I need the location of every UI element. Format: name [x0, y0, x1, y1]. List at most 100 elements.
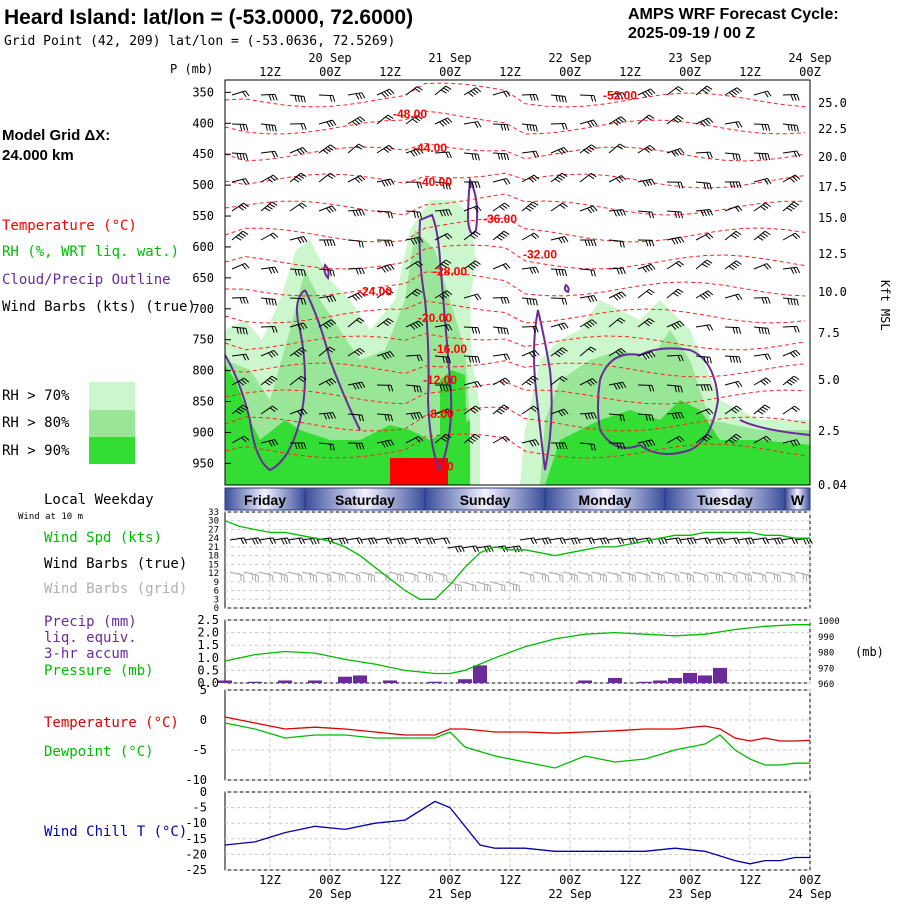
top-hour-tick: 00Z: [319, 65, 341, 79]
cross-section-wind-barb: [261, 94, 275, 95]
height-tick: 20.0: [818, 150, 847, 164]
temperature-contour-label: -28.00: [433, 265, 467, 279]
pressure-tick: 750: [192, 333, 214, 347]
legend-wind-barbs-true: Wind Barbs (true): [44, 556, 187, 572]
pressure-tick: 900: [192, 425, 214, 439]
precip-bar: [428, 682, 442, 683]
top-hour-tick: 12Z: [739, 65, 761, 79]
cross-section-wind-barb: [551, 298, 565, 299]
bottom-date-tick: 23 Sep: [668, 887, 711, 900]
height-tick: 15.0: [818, 211, 847, 225]
precip-tick: 2.5: [197, 613, 219, 627]
chill-panel-frame: [225, 792, 810, 870]
top-date-tick: 24 Sep: [788, 51, 831, 65]
chill-tick: -20: [185, 847, 207, 861]
precip-bar: [278, 680, 292, 683]
temperature-contour-label: -4.00: [426, 459, 454, 473]
bottom-date-tick: 21 Sep: [428, 887, 471, 900]
top-date-tick: 21 Sep: [428, 51, 471, 65]
temp-tick: 0: [200, 713, 207, 727]
height-tick: 0.04: [818, 478, 847, 492]
cycle-title: AMPS WRF Forecast Cycle:: [628, 6, 839, 23]
legend-wind-speed: Wind Spd (kts): [44, 530, 162, 546]
pressure-axis-label: P (mb): [170, 62, 213, 76]
temperature-contour-label: -40.00: [418, 175, 452, 189]
wind-at-label: Wind at 10 m: [18, 512, 83, 522]
chill-tick: -25: [185, 863, 207, 877]
page-title: Heard Island: lat/lon = (-53.0000, 72.60…: [4, 6, 413, 29]
bottom-hour-tick: 12Z: [499, 873, 521, 887]
precip-bar: [653, 680, 667, 683]
wind-panel-frame: [225, 512, 810, 608]
temperature-contour-label: -24.00: [358, 284, 392, 298]
top-hour-tick: 00Z: [679, 65, 701, 79]
precip-bar: [218, 680, 232, 683]
bottom-hour-tick: 00Z: [559, 873, 581, 887]
temperature-contour-label: -12.00: [423, 373, 457, 387]
pressure-unit-label: (mb): [855, 645, 884, 659]
weekday-label: Saturday: [335, 492, 395, 508]
wind-speed-tick: 9: [214, 578, 219, 588]
height-tick: 2.5: [818, 424, 840, 438]
pressure-tick: 450: [192, 147, 214, 161]
top-hour-tick: 12Z: [619, 65, 641, 79]
legend-pressure: Pressure (mb): [44, 663, 154, 679]
temperature-contour-label: -20.00: [418, 311, 452, 325]
wind-speed-tick: 33: [208, 508, 219, 518]
temp-tick: 5: [200, 683, 207, 697]
precip-bar: [578, 680, 592, 683]
precip-bar: [638, 682, 652, 683]
height-tick: 25.0: [818, 96, 847, 110]
rh-bin-70-label: RH > 70%: [2, 388, 70, 404]
bottom-hour-tick: 12Z: [379, 873, 401, 887]
precip-bar: [698, 675, 712, 683]
rh-bin-90-swatch: [89, 437, 135, 464]
height-tick: 7.5: [818, 326, 840, 340]
bottom-hour-tick: 12Z: [619, 873, 641, 887]
rh-bin-90-label: RH > 90%: [2, 443, 70, 459]
top-date-tick: 22 Sep: [548, 51, 591, 65]
legend-wind-barbs-grid: Wind Barbs (grid): [44, 581, 187, 597]
precip-bar: [473, 665, 487, 683]
pressure-tick: 800: [192, 364, 214, 378]
height-tick: 22.5: [818, 122, 847, 136]
top-date-tick: 20 Sep: [308, 51, 351, 65]
pressure-tick: 650: [192, 271, 214, 285]
bottom-hour-tick: 00Z: [679, 873, 701, 887]
legend-dewpoint: Dewpoint (°C): [44, 744, 154, 760]
pressure-tick: 600: [192, 240, 214, 254]
pressure-tick: 700: [192, 302, 214, 316]
weekday-label: Tuesday: [697, 492, 753, 508]
precip-bar: [458, 679, 472, 683]
top-hour-tick: 12Z: [379, 65, 401, 79]
wind-speed-tick: 30: [208, 517, 219, 527]
cross-section-wind-barb: [290, 298, 304, 299]
wind-speed-tick: 27: [208, 525, 219, 535]
pressure-tick: 970: [818, 664, 834, 674]
rh-bin-80-label: RH > 80%: [2, 415, 70, 431]
precip-bar: [683, 673, 697, 683]
top-hour-tick: 00Z: [799, 65, 821, 79]
bottom-date-tick: 20 Sep: [308, 887, 351, 900]
cross-section-wind-barb: [783, 326, 797, 327]
cross-section-wind-barb: [232, 297, 246, 298]
pressure-tick: 850: [192, 395, 214, 409]
wind-speed-tick: 21: [208, 543, 219, 553]
precip-bar: [608, 678, 622, 683]
cross-section-wind-barb: [725, 327, 739, 328]
temperature-contour-label: -36.00: [483, 212, 517, 226]
rh-bin-70-swatch: [89, 382, 135, 410]
pressure-tick: 350: [192, 85, 214, 99]
bottom-date-tick: 24 Sep: [788, 887, 831, 900]
model-grid-value: 24.000 km: [2, 147, 74, 164]
cross-section-wind-barb: [319, 95, 333, 96]
precip-bar: [668, 678, 682, 683]
rh-bin-80-swatch: [89, 410, 135, 437]
top-hour-tick: 12Z: [259, 65, 281, 79]
legend-cloud: Cloud/Precip Outline: [2, 272, 171, 288]
precip-tick: 1.0: [197, 651, 219, 665]
legend-temp2: Temperature (°C): [44, 715, 179, 731]
cross-section-wind-barb: [493, 124, 507, 125]
bottom-hour-tick: 00Z: [319, 873, 341, 887]
